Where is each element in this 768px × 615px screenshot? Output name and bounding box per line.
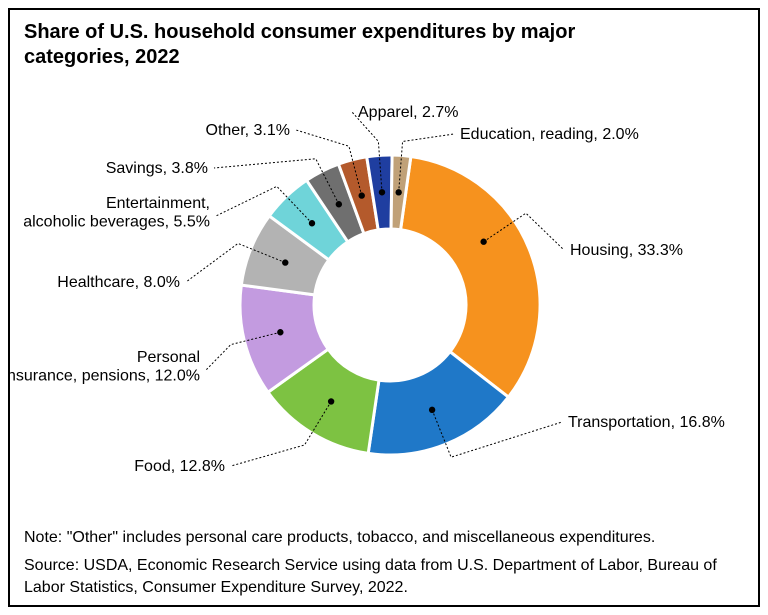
chart-source: Source: USDA, Economic Research Service … (24, 555, 748, 598)
slice-label: Personalinsurance, pensions, 12.0% (10, 349, 200, 384)
donut-chart: Housing, 33.3% Transportation, 16.8% Food,… (10, 60, 762, 520)
chart-note: Note: "Other" includes personal care pro… (24, 529, 748, 547)
slice-label: Education, reading, 2.0% (460, 126, 639, 143)
slice-label: Apparel, 2.7% (358, 104, 459, 121)
leader-dot-icon (480, 239, 486, 245)
slice-label: Food, 12.8% (134, 458, 225, 475)
leader-dot-icon (429, 407, 435, 413)
donut-slice (401, 156, 540, 397)
slice-label: Other, 3.1% (206, 122, 291, 139)
slice-label: Healthcare, 8.0% (57, 274, 180, 291)
chart-frame: Share of U.S. household consumer expendi… (8, 8, 760, 607)
slice-label: Savings, 3.8% (106, 160, 208, 177)
slice-label: Entertainment,alcoholic beverages, 5.5% (23, 195, 210, 230)
slice-label: Housing, 33.3% (570, 242, 683, 259)
slice-label: Transportation, 16.8% (568, 414, 725, 431)
